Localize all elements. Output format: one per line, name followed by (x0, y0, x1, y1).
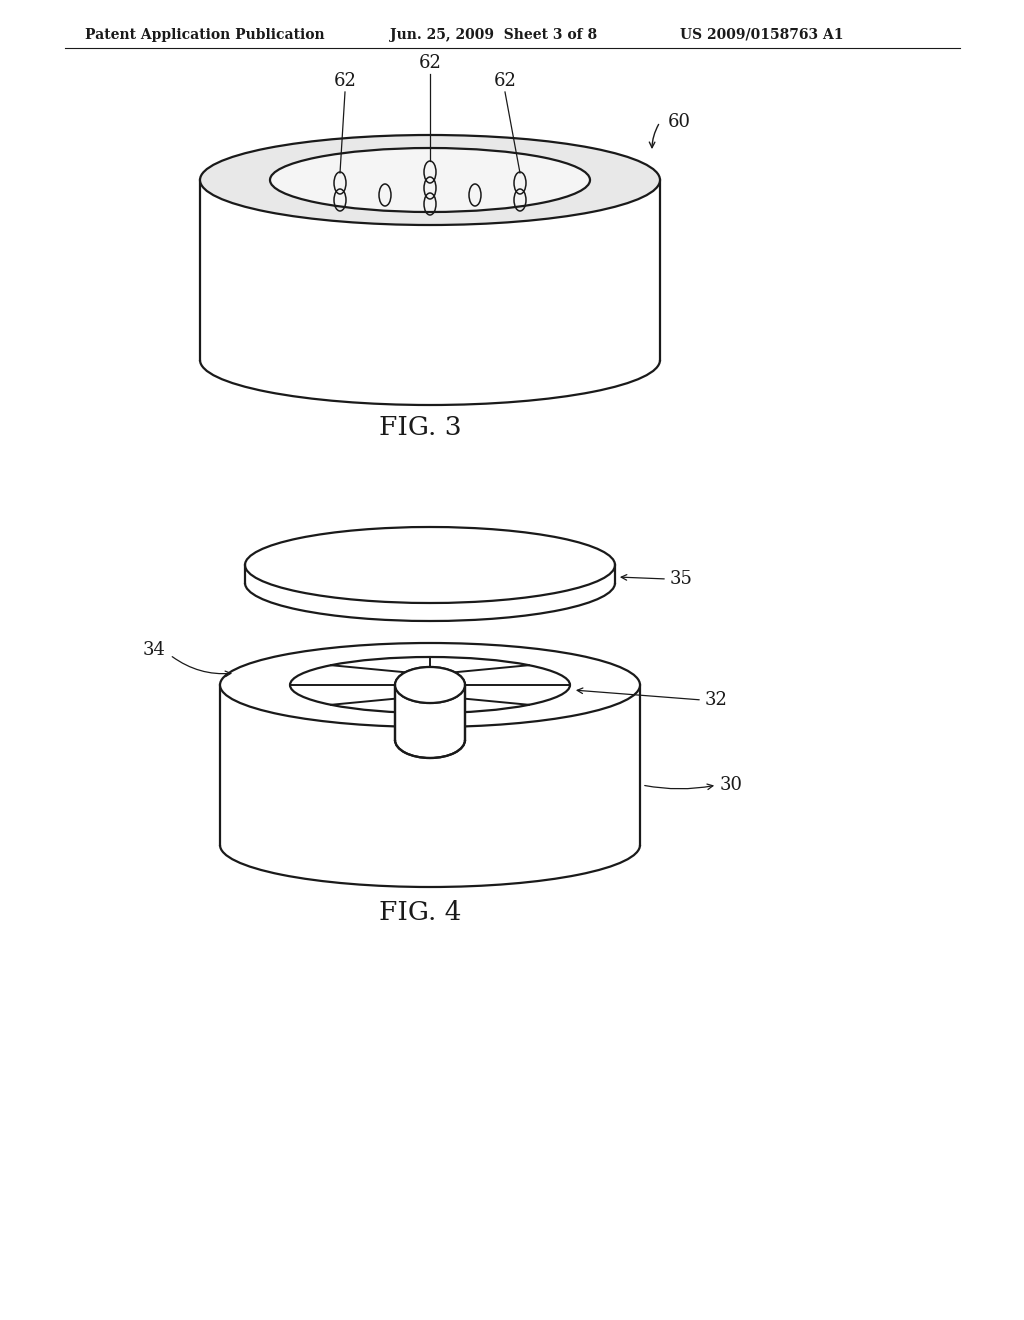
Polygon shape (200, 180, 660, 360)
Text: 62: 62 (334, 73, 356, 90)
Ellipse shape (245, 527, 615, 603)
Polygon shape (220, 685, 640, 845)
Text: US 2009/0158763 A1: US 2009/0158763 A1 (680, 28, 844, 42)
Text: 32: 32 (705, 690, 728, 709)
Text: 60: 60 (668, 114, 691, 131)
Ellipse shape (270, 148, 590, 213)
Ellipse shape (395, 667, 465, 704)
Text: 62: 62 (419, 54, 441, 73)
Text: 62: 62 (494, 73, 516, 90)
Ellipse shape (200, 135, 660, 224)
Text: FIG. 3: FIG. 3 (379, 414, 462, 440)
Polygon shape (395, 685, 465, 741)
Ellipse shape (290, 657, 570, 713)
Text: Jun. 25, 2009  Sheet 3 of 8: Jun. 25, 2009 Sheet 3 of 8 (390, 28, 597, 42)
Text: FIG. 4: FIG. 4 (379, 900, 461, 925)
Text: 30: 30 (720, 776, 743, 795)
Text: 34: 34 (142, 642, 165, 659)
Ellipse shape (395, 667, 465, 704)
Ellipse shape (220, 643, 640, 727)
Text: 35: 35 (670, 570, 693, 587)
Text: Patent Application Publication: Patent Application Publication (85, 28, 325, 42)
